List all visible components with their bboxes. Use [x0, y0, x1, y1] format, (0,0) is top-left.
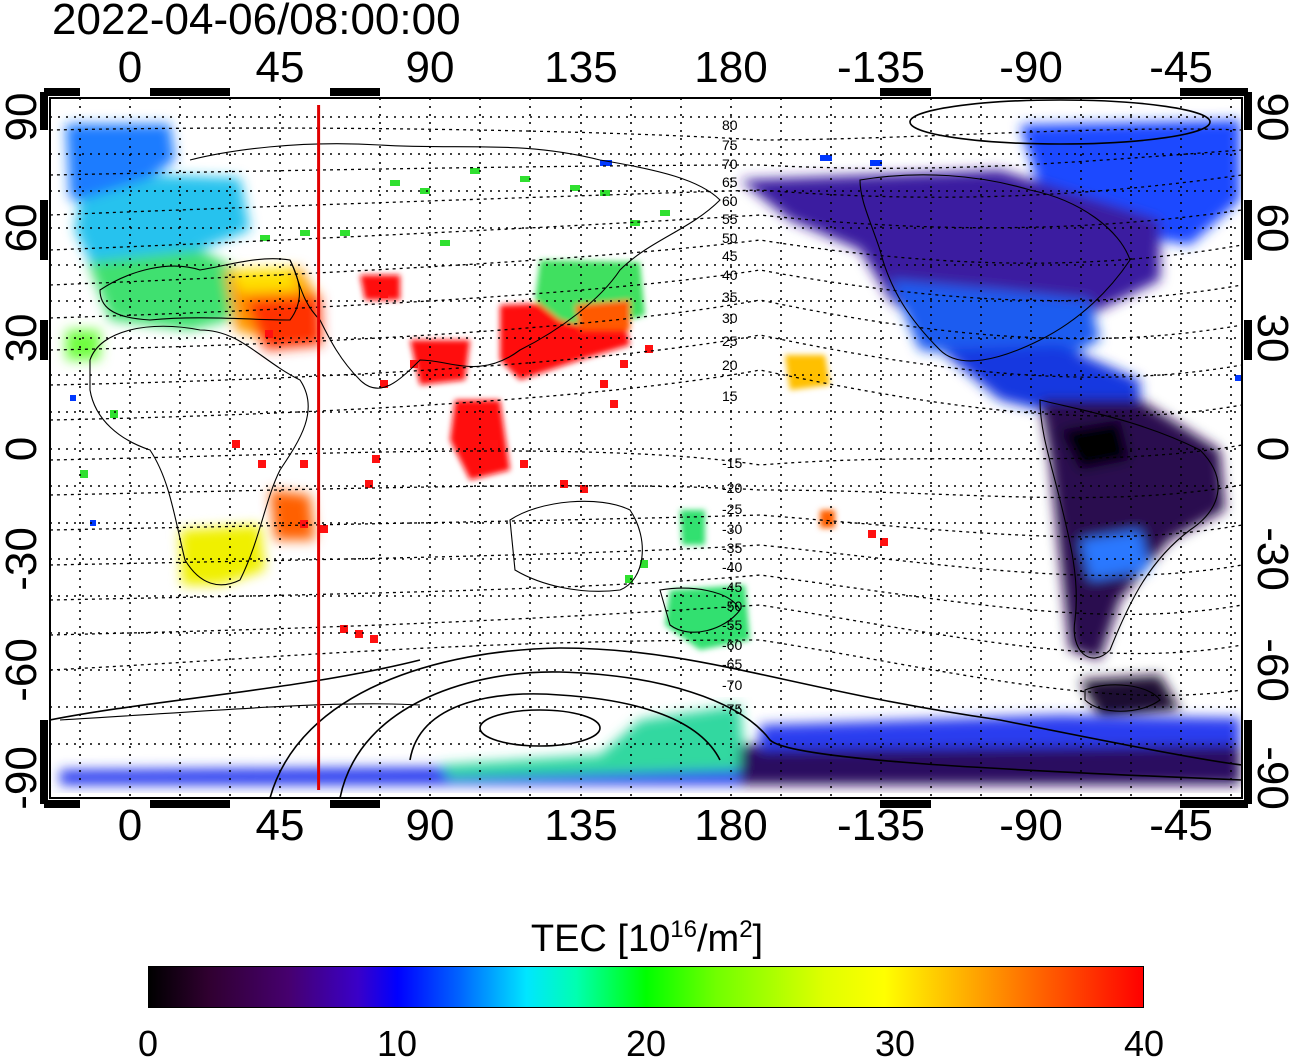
colorbar-tick: 20: [625, 1023, 667, 1064]
colorbar-title-main: TEC [10: [530, 918, 671, 960]
contour-label: -65: [722, 656, 742, 672]
contour-label: 15: [722, 388, 738, 404]
contour-label: -20: [722, 480, 742, 496]
contour-label: 20: [722, 357, 738, 373]
x-bottom-tick: 180: [694, 801, 768, 850]
colorbar-title-end: ]: [752, 918, 764, 960]
magnetic-contours: [50, 127, 1242, 697]
contour-label: 30: [722, 310, 738, 326]
graticule: [50, 98, 1242, 798]
contour-label: -70: [722, 677, 742, 693]
colorbar-title-unit-exponent: 2: [739, 916, 753, 943]
contour-label: 70: [722, 156, 738, 172]
tec-scatter-points-green: [80, 168, 670, 583]
contour-label: 45: [722, 248, 738, 264]
tec-region-americas: [740, 120, 1240, 720]
colorbar-tick: 10: [376, 1023, 418, 1064]
magnetic-pole-contours: [50, 99, 1242, 798]
colorbar-title-unit: /m: [696, 918, 740, 960]
x-top-tick: -135: [836, 43, 926, 92]
contour-label: -25: [722, 501, 742, 517]
contour-label: -35: [722, 540, 742, 556]
x-top-tick: 90: [405, 43, 455, 92]
coastlines: [59, 143, 1219, 721]
contour-labels: 80 75 70 65 60 55 50 45 40 35 30 25 20 1…: [722, 117, 742, 717]
contour-label: 75: [722, 137, 738, 153]
contour-label: -55: [722, 617, 742, 633]
contour-label: 50: [722, 230, 738, 246]
colorbar-tick: 30: [874, 1023, 916, 1064]
contour-label: 80: [722, 117, 738, 133]
contour-label: -50: [722, 598, 742, 614]
tec-region-asia: [360, 260, 645, 480]
contour-label: 40: [722, 267, 738, 283]
map-frame: [49, 97, 1243, 799]
colorbar-tick: 40: [1123, 1023, 1165, 1064]
contour-label: -45: [722, 579, 742, 595]
tec-colorbar: [148, 966, 1144, 1008]
x-bottom-tick: 135: [544, 801, 618, 850]
tec-region-antarctic: [60, 705, 1240, 785]
contour-label: -75: [722, 701, 742, 717]
x-top-tick: 45: [255, 43, 305, 92]
contour-label: 60: [722, 193, 738, 209]
tec-scatter-points-blue: [70, 155, 1241, 526]
tec-region-newzealand: [665, 355, 835, 650]
tec-region-europe: [66, 124, 322, 585]
frame-ticks: [40, 88, 1252, 808]
contour-label: -40: [722, 559, 742, 575]
x-bottom-tick: -90: [999, 801, 1063, 850]
tec-map: 80 75 70 65 60 55 50 45 40 35 30 25 20 1…: [40, 88, 1252, 808]
contour-label: 55: [722, 211, 738, 227]
contour-label: -15: [722, 455, 742, 471]
contour-label: 65: [722, 174, 738, 190]
x-bottom-tick: 0: [117, 801, 143, 850]
colorbar-title-exponent: 16: [670, 916, 697, 943]
colorbar-tick: 0: [137, 1023, 159, 1064]
x-top-tick: 135: [544, 43, 618, 92]
x-bottom-tick: -45: [1149, 801, 1213, 850]
x-top-tick: 180: [694, 43, 768, 92]
contour-label: -60: [722, 637, 742, 653]
x-bottom-tick: 45: [255, 801, 305, 850]
contour-label: -30: [722, 521, 742, 537]
x-top-tick: -45: [1149, 43, 1213, 92]
x-top-tick: 0: [117, 43, 143, 92]
tec-data-layer: [60, 120, 1241, 785]
x-top-tick: -90: [999, 43, 1063, 92]
x-bottom-tick: 90: [405, 801, 455, 850]
contour-label: 35: [722, 289, 738, 305]
colorbar-title: TEC [1016/m2]: [0, 908, 1294, 961]
x-bottom-tick: -135: [836, 801, 926, 850]
map-title: 2022-04-06/08:00:00: [52, 0, 461, 44]
tec-scatter-points: [232, 290, 888, 643]
contour-label: 25: [722, 333, 738, 349]
